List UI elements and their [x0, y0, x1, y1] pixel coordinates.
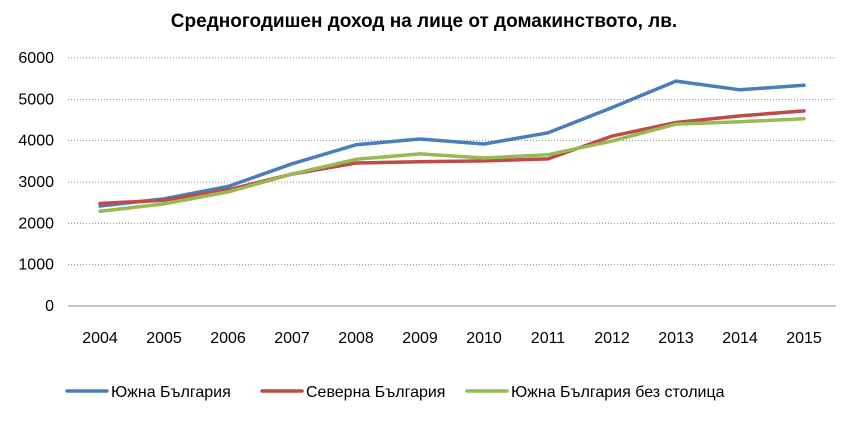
- legend-label-3: Южна България без столица: [511, 384, 725, 401]
- x-tick-label: 2008: [338, 330, 374, 347]
- x-tick-label: 2004: [82, 330, 118, 347]
- legend-label-1: Южна България: [111, 384, 231, 401]
- y-tick-label: 4000: [18, 133, 54, 150]
- x-tick-label: 2005: [146, 330, 182, 347]
- series-line-3: [98, 117, 806, 214]
- x-tick-label: 2010: [466, 330, 502, 347]
- y-tick-label: 3000: [18, 174, 54, 191]
- y-tick-label: 6000: [18, 50, 54, 67]
- y-tick-label: 5000: [18, 91, 54, 108]
- y-tick-label: 2000: [18, 215, 54, 232]
- x-tick-label: 2009: [402, 330, 438, 347]
- series-line-2: [98, 109, 806, 206]
- x-tick-label: 2006: [210, 330, 246, 347]
- y-tick-label: 0: [45, 298, 54, 315]
- x-tick-label: 2015: [786, 330, 822, 347]
- x-tick-label: 2011: [531, 330, 566, 347]
- legend-label-2: Северна България: [306, 384, 445, 401]
- x-tick-label: 2012: [594, 330, 630, 347]
- y-tick-label: 1000: [18, 257, 54, 274]
- series-lines: [98, 79, 806, 214]
- chart-title: Средногодишен доход на лице от домакинст…: [171, 11, 677, 32]
- y-axis-ticks: 0 1000 2000 3000 4000 5000 6000: [18, 50, 54, 315]
- x-tick-label: 2007: [274, 330, 310, 347]
- series-line-1: [98, 79, 806, 208]
- x-axis-ticks: 2004 2005 2006 2007 2008 2009 2010 2011 2012 2013…: [82, 330, 822, 347]
- x-tick-label: 2013: [658, 330, 694, 347]
- x-tick-label: 2014: [722, 330, 758, 347]
- gridlines: [68, 57, 836, 307]
- legend: Южна България Северна България Южна Българ…: [65, 384, 725, 401]
